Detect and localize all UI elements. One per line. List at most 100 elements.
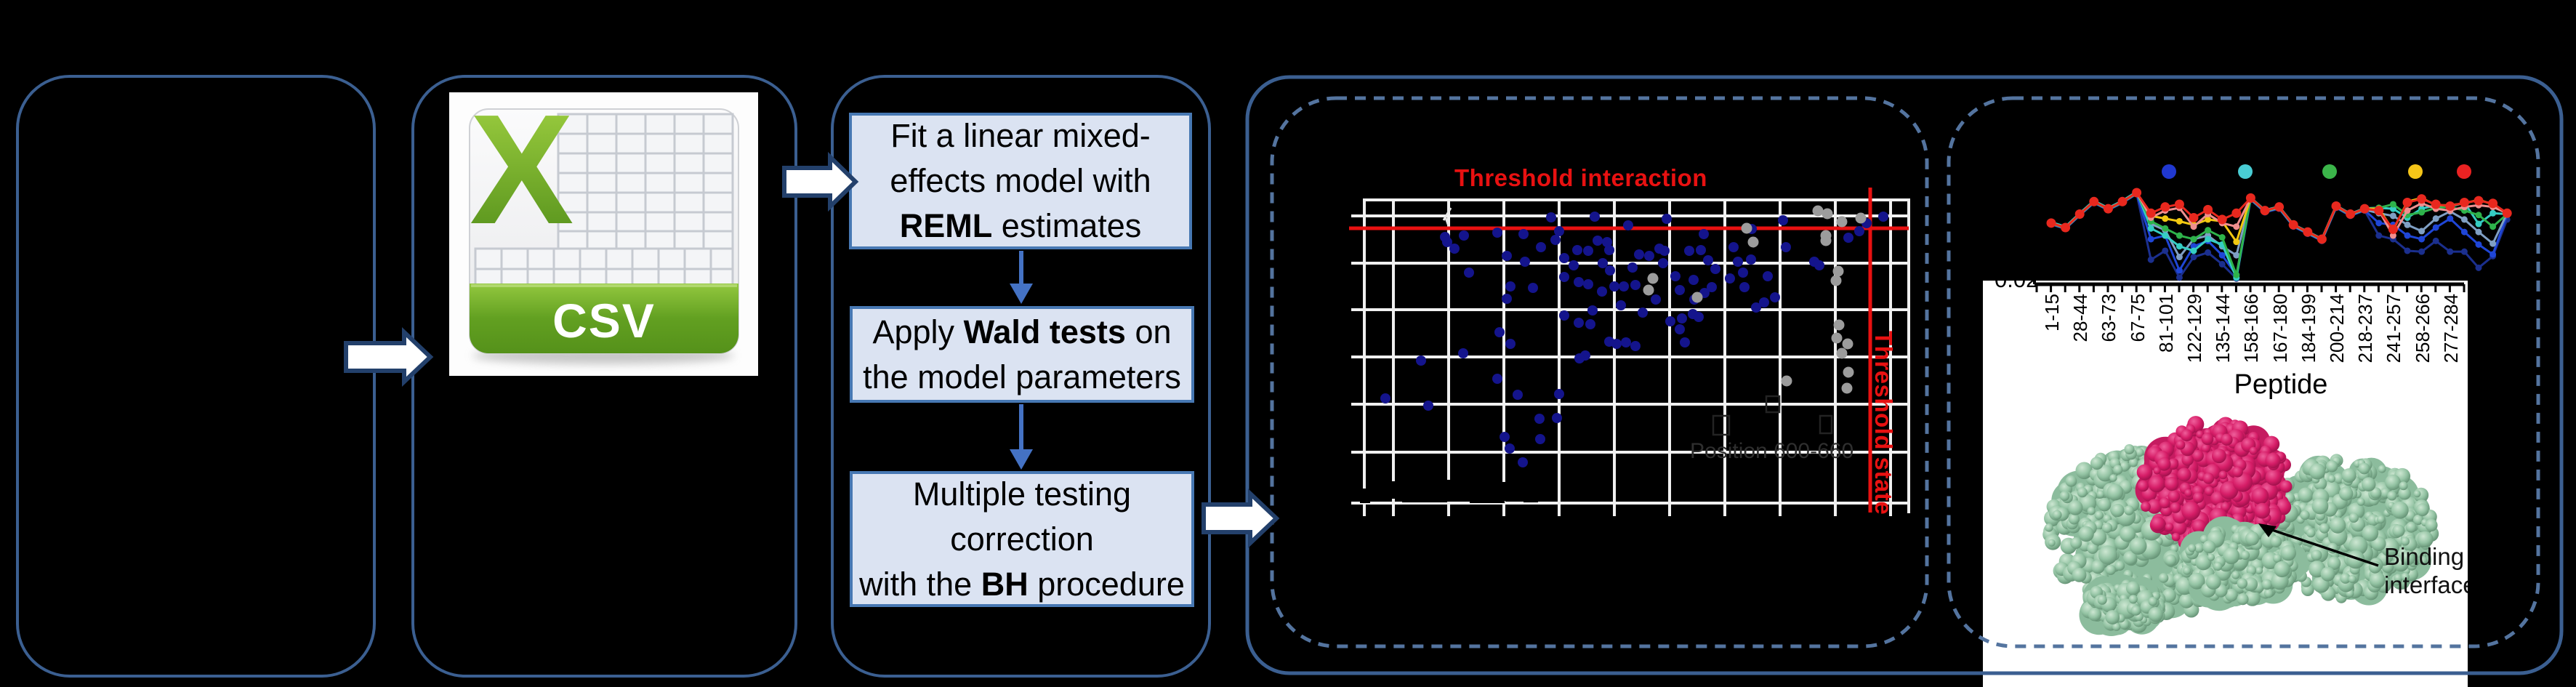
- scatter-point-blue: [1747, 224, 1757, 234]
- scatter-point-blue: [1854, 226, 1864, 236]
- flow-step-bh: Multiple testing correction with the BH pr…: [850, 471, 1194, 607]
- scatter-point-blue: [1505, 339, 1516, 349]
- scatter-point-blue: [1665, 316, 1675, 326]
- scatter-point-blue: [1707, 282, 1717, 292]
- scatter-point-blue: [1597, 286, 1607, 297]
- scatter-point-blue: [1611, 339, 1622, 349]
- csv-banner-label: CSV: [552, 294, 656, 347]
- peptide-tick-label: 277-284: [2439, 294, 2462, 363]
- scatter-point-blue: [1550, 235, 1561, 245]
- scatter-point-blue: [1728, 242, 1739, 252]
- peptide-tick-label: 81-101: [2154, 294, 2177, 353]
- scatter-point-blue: [1416, 355, 1426, 366]
- flow-step-line: REML estimates: [899, 207, 1142, 244]
- csv-grid-top: [557, 113, 734, 250]
- scatter-point-blue: [1662, 214, 1672, 224]
- scatter-point-blue: [1621, 337, 1631, 347]
- scatter-point-blue: [1680, 337, 1690, 347]
- scatter-point-grey: [1812, 205, 1824, 217]
- series-red: [2050, 191, 2508, 241]
- scatter-point-blue: [1623, 220, 1633, 230]
- scatter-point-blue: [1725, 273, 1735, 284]
- legend-dot: [2457, 164, 2471, 179]
- scatter-point-blue: [1670, 271, 1681, 281]
- flow-step-line: Multiple testing: [912, 475, 1132, 513]
- series-green: [2050, 192, 2508, 276]
- series-markers-red: [2046, 188, 2512, 244]
- peptide-tick-label: 28-44: [2069, 294, 2092, 342]
- binding-interface-label: Binding interface: [2384, 543, 2468, 598]
- flow-step-line: Fit a linear mixed-: [890, 117, 1151, 154]
- scatter-point-blue: [1528, 283, 1538, 293]
- scatter-point-blue: [1659, 246, 1670, 256]
- scatter-point-blue: [1619, 281, 1629, 292]
- scatter-point-blue: [1598, 258, 1608, 268]
- scatter-point-blue: [1590, 212, 1600, 222]
- scatter-point-blue: [1861, 218, 1872, 228]
- flow-connector-2: [1010, 404, 1033, 470]
- series-yellow: [2050, 191, 2508, 244]
- scatter-point-grey: [1820, 230, 1832, 241]
- scatter-point-blue: [1675, 324, 1685, 334]
- scatter-point-grey: [1836, 347, 1848, 359]
- scatter-point-blue: [1569, 260, 1579, 270]
- flow-step-wald: Apply Wald tests on the model parameters: [850, 306, 1194, 403]
- series-cyan: [2050, 190, 2508, 279]
- peptide-line-chart: [2046, 164, 2512, 282]
- block-arrow-1: [344, 327, 434, 387]
- peptide-protein-panel: 1-15 28-44 63-73 67-75 81-101 122-129 135-144 1…: [1983, 281, 2468, 687]
- scatter-point-grey: [1830, 275, 1842, 286]
- scatter-point-blue: [1689, 275, 1699, 285]
- protein-structure: [2042, 416, 2439, 636]
- block-arrow-2: [782, 151, 859, 212]
- scatter-point-blue: [1778, 215, 1788, 225]
- peptide-tick-label: 122-129: [2183, 294, 2205, 363]
- peptide-tick-label: 67-75: [2126, 294, 2149, 342]
- scatter-point-grey: [1781, 375, 1792, 387]
- scatter-point-blue: [1380, 393, 1390, 403]
- scatter-point-blue: [1759, 297, 1769, 308]
- scatter-point-blue: [1449, 244, 1460, 254]
- peptide-tick-label: 218-237: [2354, 294, 2377, 363]
- scatter-point-grey: [1836, 216, 1848, 228]
- scatter-point-blue: [1494, 327, 1505, 337]
- scatter-point-blue: [1580, 350, 1590, 361]
- series-blue: [2050, 192, 2508, 276]
- flow-step-reml: Fit a linear mixed-effects model with REM…: [849, 113, 1192, 249]
- scatter-point-blue: [1602, 237, 1612, 247]
- scatter-point-grey: [1820, 235, 1832, 246]
- csv-x-letter: X: [470, 92, 573, 257]
- scatter-point-blue: [1654, 244, 1665, 254]
- scatter-point-blue: [1502, 251, 1512, 261]
- series-markers-blue: [2048, 190, 2511, 278]
- scatter-point-blue: [1605, 265, 1615, 276]
- scatter-point-blue: [1699, 229, 1709, 239]
- scatter-point-grey: [1833, 319, 1845, 331]
- series-markers-green: [2048, 190, 2511, 278]
- scatter-point-blue: [1534, 414, 1545, 424]
- scatter-point-blue: [1518, 229, 1529, 239]
- scatter-point-blue: [1559, 310, 1569, 321]
- peptide-axis-label: Peptide: [2234, 369, 2328, 400]
- peptide-tick-label: 135-144: [2212, 294, 2234, 363]
- scatter-point-blue: [1518, 457, 1528, 467]
- block-arrow-3: [1202, 489, 1280, 548]
- scatter-point-blue: [1616, 300, 1626, 310]
- scatter-point-blue: [1505, 281, 1516, 292]
- scatter-point-blue: [1559, 253, 1569, 263]
- series-navy: [2050, 193, 2508, 280]
- scatter-point-blue: [1675, 285, 1685, 295]
- peptide-tick-label: 241-257: [2383, 294, 2405, 363]
- flow-step-line: the model parameters: [863, 358, 1181, 395]
- scatter-point-grey: [1842, 338, 1853, 350]
- scatter-point-blue: [1770, 292, 1780, 302]
- flow-connector-1: [1010, 251, 1033, 304]
- scatter-point-blue: [1609, 281, 1619, 292]
- scatter-point-blue: [1423, 401, 1433, 411]
- scatter-point-grey: [1832, 265, 1844, 277]
- scatter-point-blue: [1559, 272, 1569, 282]
- scatter-point-blue: [1574, 318, 1584, 328]
- scatter-point-blue: [1644, 251, 1654, 261]
- scatter-point-blue: [1546, 212, 1556, 222]
